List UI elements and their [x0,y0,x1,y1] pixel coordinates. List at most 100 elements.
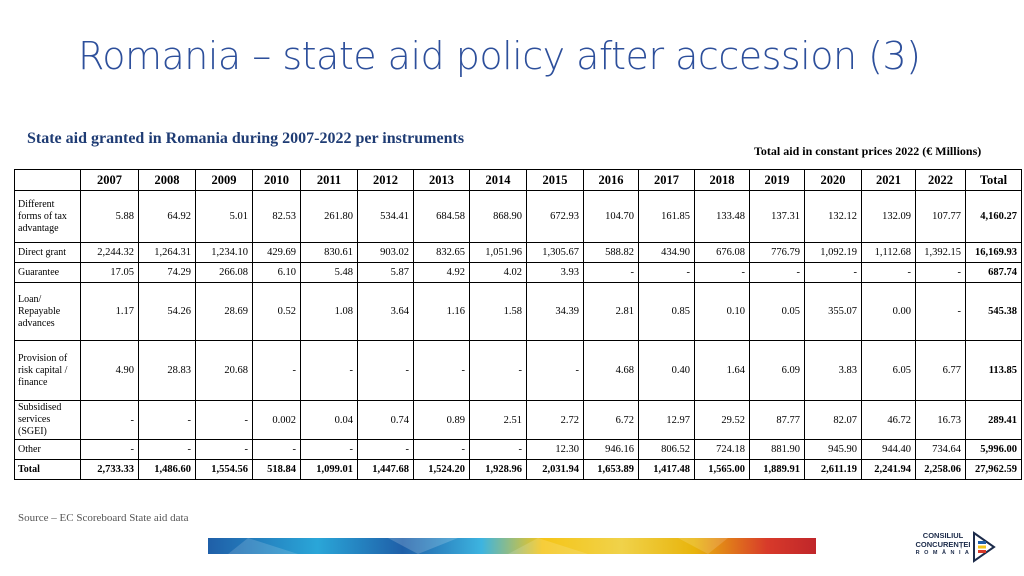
table-cell: 518.84 [252,459,301,480]
table-cell: 20.68 [195,340,253,401]
table-cell: 2,244.32 [80,242,139,263]
table-cell: 3.93 [526,262,584,283]
column-header: Total [965,169,1022,191]
table-cell: 107.77 [915,190,966,243]
table-cell: 0.52 [252,282,301,341]
row-total-cell: 16,169.93 [965,242,1022,263]
table-cell: 261.80 [300,190,358,243]
table-cell: - [469,439,527,460]
column-header: 2022 [915,169,966,191]
table-cell: 1,486.60 [138,459,196,480]
table-cell: - [526,340,584,401]
table-cell: 137.31 [749,190,805,243]
slide-title: Romania – state aid policy after accessi… [78,34,921,78]
table-cell: 672.93 [526,190,584,243]
table-cell: 734.64 [915,439,966,460]
table-cell: 4.02 [469,262,527,283]
table-row: Provision of risk capital / finance 4.90 2… [14,340,1022,401]
table-cell: 0.002 [252,400,301,440]
table-cell: 1,653.89 [583,459,639,480]
table-cell: 830.61 [300,242,358,263]
table-cell: 6.77 [915,340,966,401]
table-cell: 6.09 [749,340,805,401]
table-cell: 12.30 [526,439,584,460]
table-cell: 2,258.06 [915,459,966,480]
table-cell: 588.82 [583,242,639,263]
table-row: Guarantee 17.05 74.29 266.08 6.10 5.48 5.87 4.9… [14,262,1022,283]
source-note: Source – EC Scoreboard State aid data [18,512,189,524]
table-cell: 1,234.10 [195,242,253,263]
row-label: Other [14,439,81,460]
table-cell: 2.51 [469,400,527,440]
table-cell: 2,241.94 [861,459,916,480]
table-cell: - [749,262,805,283]
table-cell: 17.05 [80,262,139,283]
table-cell: 1,447.68 [357,459,414,480]
table-cell: 534.41 [357,190,414,243]
table-cell: 1,392.15 [915,242,966,263]
column-header: 2014 [469,169,527,191]
table-cell: 1,554.56 [195,459,253,480]
table-row: Different forms of tax advantage 5.88 64.9… [14,190,1022,243]
table-cell: - [583,262,639,283]
table-cell: 0.10 [694,282,750,341]
row-total-cell: 5,996.00 [965,439,1022,460]
row-label: Direct grant [14,242,81,263]
table-cell: 2,611.19 [804,459,862,480]
logo-arrow-icon [973,531,996,563]
state-aid-table: 2007 2008 2009 2010 2011 2012 2013 2014 2015 2016… [14,169,1022,480]
table-cell: 64.92 [138,190,196,243]
table-cell: 0.00 [861,282,916,341]
table-cell: - [80,400,139,440]
table-cell: 2,031.94 [526,459,584,480]
table-cell: 724.18 [694,439,750,460]
column-header: 2021 [861,169,916,191]
table-cell: - [469,340,527,401]
table-cell: - [804,262,862,283]
table-cell: 1,264.31 [138,242,196,263]
table-cell: 2.72 [526,400,584,440]
table-cell: - [638,262,695,283]
column-header: 2011 [300,169,358,191]
table-cell: 1,305.67 [526,242,584,263]
table-cell: 1,099.01 [300,459,358,480]
table-cell: 684.58 [413,190,470,243]
table-cell: 0.40 [638,340,695,401]
table-cell: 355.07 [804,282,862,341]
table-cell: 34.39 [526,282,584,341]
table-cell: 1,889.91 [749,459,805,480]
table-cell: 945.90 [804,439,862,460]
table-cell: - [861,262,916,283]
table-cell: 4.92 [413,262,470,283]
table-cell: 0.85 [638,282,695,341]
column-header: 2013 [413,169,470,191]
column-header: 2020 [804,169,862,191]
table-cell: - [300,439,358,460]
table-cell: - [252,439,301,460]
table-subtitle: State aid granted in Romania during 2007… [27,130,465,147]
table-cell: 54.26 [138,282,196,341]
table-cell: 0.04 [300,400,358,440]
table-cell: 6.72 [583,400,639,440]
table-cell: - [300,340,358,401]
table-cell: - [138,439,196,460]
table-cell: 944.40 [861,439,916,460]
table-cell: - [413,340,470,401]
table-cell: 104.70 [583,190,639,243]
table-cell: 434.90 [638,242,695,263]
column-header: 2015 [526,169,584,191]
table-cell: - [80,439,139,460]
table-cell: - [195,400,253,440]
table-cell: - [195,439,253,460]
table-cell: 4.90 [80,340,139,401]
table-cell: 28.69 [195,282,253,341]
table-cell: 5.87 [357,262,414,283]
table-row: Direct grant 2,244.32 1,264.31 1,234.10 429.… [14,242,1022,263]
table-cell: 28.83 [138,340,196,401]
table-cell: 1,051.96 [469,242,527,263]
units-note: Total aid in constant prices 2022 (€ Mil… [754,144,982,158]
table-cell: 74.29 [138,262,196,283]
table-cell: - [252,340,301,401]
table-cell: 0.74 [357,400,414,440]
table-cell: 1.16 [413,282,470,341]
